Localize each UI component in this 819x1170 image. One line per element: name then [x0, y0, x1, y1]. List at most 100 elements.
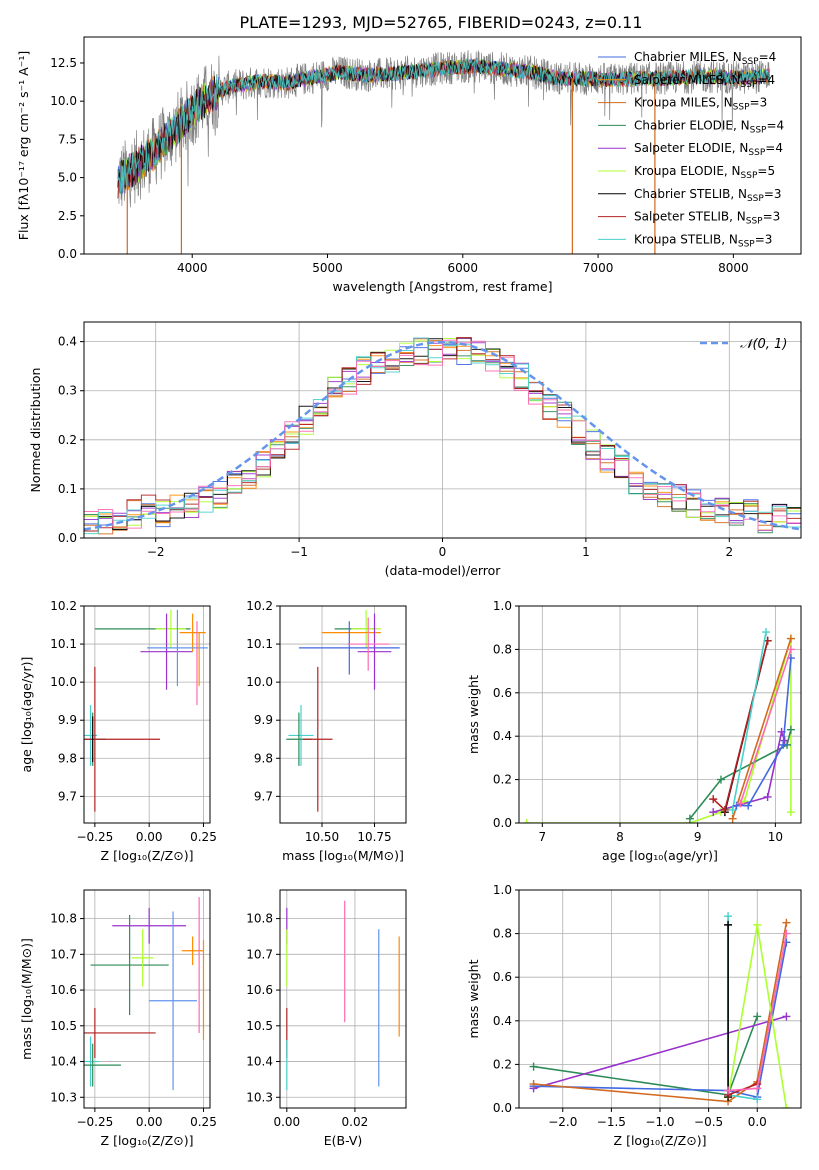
plot-frame — [279, 605, 407, 824]
weight-marker — [779, 740, 788, 749]
y-axis-label: mass weight — [466, 959, 481, 1038]
y-tick-label: 10.2 — [246, 599, 273, 613]
x-tick-label: 2 — [725, 545, 733, 559]
y-tick-label: 9.9 — [254, 713, 273, 727]
y-tick-label: 10.0 — [246, 675, 273, 689]
x-tick-label: −2.0 — [548, 1115, 577, 1129]
weight-marker — [786, 645, 795, 654]
x-tick-label: 10.50 — [305, 830, 339, 844]
age-vs-z-panel: −0.25 0.00 0.25 9.7 9.8 9.9 10.0 10.1 10.2 Z [log… — [19, 599, 217, 863]
errorbar-point — [84, 1036, 100, 1087]
legend-main: Salpeter MILES, N — [634, 73, 741, 87]
plots-layer: 4000 5000 6000 7000 80000.02.55.07.510.012.5… — [16, 36, 802, 1148]
errorbar-point — [155, 609, 187, 648]
errorbar-point — [149, 911, 197, 1091]
x-tick-label: 9 — [694, 830, 702, 844]
errorbar-point — [179, 613, 206, 652]
y-tick-label: 10.1 — [50, 637, 77, 651]
y-tick-label: 10.5 — [50, 1019, 77, 1033]
x-tick-label: −1.0 — [645, 1115, 674, 1129]
weight-marker — [786, 725, 795, 734]
legend-main: Chabrier MILES, N — [634, 50, 742, 64]
spectrum-panel: 4000 5000 6000 7000 8000 0.0 2.5 5.0 7.5 10.0 12.5… — [16, 36, 802, 294]
x-tick-label: −0.25 — [76, 1115, 113, 1129]
y-tick-label: 10.5 — [246, 1019, 273, 1033]
histograms — [84, 337, 801, 535]
weight-marker — [736, 799, 745, 808]
y-tick-label: 0.1 — [58, 482, 77, 496]
y-tick-label: 5.0 — [58, 171, 77, 185]
y-tick-label: 0.3 — [58, 384, 77, 398]
weight-series — [728, 628, 771, 814]
legend-main: Chabrier STELIB, N — [634, 187, 747, 201]
legend-main: Kroupa MILES, N — [634, 96, 733, 110]
weight-marker — [782, 938, 791, 947]
residual-panel: −2 −1 0 1 2 0.0 0.1 0.2 0.3 0.4 (data-model)/error… — [28, 321, 802, 578]
y-tick-label: 0.2 — [493, 773, 512, 787]
weight-series — [732, 654, 795, 810]
x-tick-label: 0.00 — [136, 1115, 163, 1129]
y-tick-label: 0.6 — [493, 970, 512, 984]
y-tick-label: 10.0 — [50, 675, 77, 689]
errorbar-point — [140, 613, 193, 690]
weight-line — [736, 658, 792, 807]
legend-tail: =3 — [763, 210, 781, 224]
errorbars — [286, 609, 400, 812]
x-tick-label: 4000 — [177, 261, 208, 275]
weight-line — [739, 649, 792, 804]
x-axis-label: Z [log₁₀(Z/Z⊙)] — [101, 1133, 194, 1148]
weight-marker — [709, 795, 718, 804]
weight-marker — [753, 1095, 762, 1104]
weight-marker — [782, 929, 791, 938]
y-tick-label: 9.8 — [58, 751, 77, 765]
x-tick-label: 10.75 — [357, 830, 391, 844]
y-tick-label: 1.0 — [493, 883, 512, 897]
weight-marker — [780, 736, 789, 745]
x-axis-label: wavelength [Angstrom, rest frame] — [332, 279, 552, 294]
model-7 — [117, 58, 770, 199]
histogram-series — [84, 339, 801, 531]
weight-line — [533, 1015, 787, 1090]
legend-tail: =4 — [759, 50, 777, 64]
y-axis-label: age [log₁₀(age/yr)] — [19, 657, 34, 773]
x-tick-label: −1 — [290, 545, 308, 559]
errorbar-point — [131, 929, 154, 987]
x-axis-label: E(B-V) — [324, 1133, 363, 1148]
y-tick-label: 0.8 — [493, 927, 512, 941]
weight-marker — [724, 912, 733, 921]
errorbar-point — [84, 1007, 156, 1058]
weight-marker — [720, 805, 729, 814]
weight-marker — [753, 1012, 762, 1021]
figure-title: PLATE=1293, MJD=52765, FIBERID=0243, z=0… — [239, 13, 642, 32]
legend-tail: =4 — [757, 73, 775, 87]
weight-vs-age-panel: 7 8 9 10 0.0 0.2 0.4 0.6 0.8 1.0 age [log₁₀(age/yr… — [466, 599, 802, 863]
x-tick-label: 7000 — [583, 261, 614, 275]
errorbar-point — [147, 609, 208, 686]
x-tick-label: 7 — [538, 830, 546, 844]
errorbar-point — [112, 907, 187, 944]
legend-sub: SSP — [741, 80, 758, 90]
x-tick-label: −2 — [147, 545, 165, 559]
legend-sub: SSP — [733, 103, 750, 113]
weight-marker — [728, 805, 737, 814]
weight-marker — [782, 1012, 791, 1021]
y-tick-label: 0.0 — [58, 531, 77, 545]
legend-entry: Salpeter ELODIE, NSSP=4 — [634, 141, 783, 158]
legend-main: Salpeter STELIB, N — [634, 210, 746, 224]
y-tick-label: 0.0 — [493, 1101, 512, 1115]
y-tick-label: 9.7 — [58, 789, 77, 803]
y-tick-label: 0.4 — [493, 729, 512, 743]
y-tick-label: 0.0 — [58, 247, 77, 261]
y-tick-label: 2.5 — [58, 209, 77, 223]
x-tick-label: 0.0 — [748, 1115, 767, 1129]
weight-marker — [786, 634, 795, 643]
legend-tail: =3 — [764, 187, 782, 201]
legend-sub: SSP — [741, 171, 758, 181]
y-tick-label: 10.0 — [50, 94, 77, 108]
plot-frame — [279, 889, 407, 1109]
weight-marker — [709, 808, 718, 817]
y-tick-label: 9.9 — [58, 713, 77, 727]
x-axis-label: Z [log₁₀(Z/Z⊙)] — [101, 848, 194, 863]
